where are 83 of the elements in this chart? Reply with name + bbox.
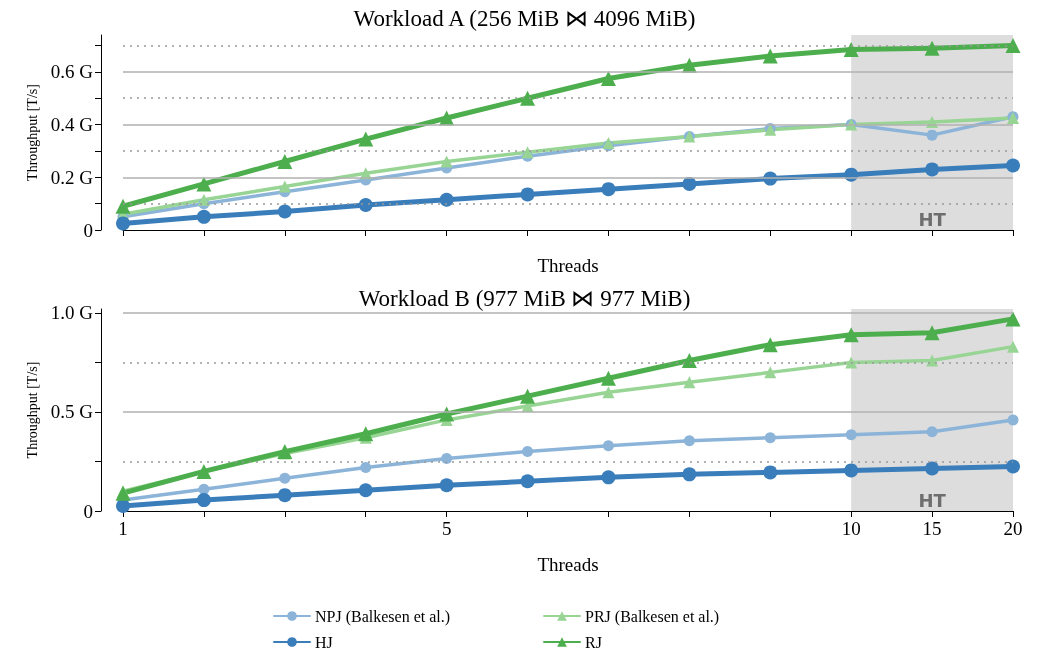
x-tick-label: 20 <box>1003 518 1023 539</box>
point <box>521 146 534 159</box>
point <box>681 352 697 368</box>
band-label: HT <box>918 208 947 230</box>
y-tick-label: 0.6 G <box>50 61 94 83</box>
point <box>764 366 777 379</box>
point <box>924 325 940 341</box>
band-label: HT <box>918 489 947 511</box>
point <box>601 182 616 197</box>
point <box>277 204 292 219</box>
y-tick-label: 0 <box>83 500 93 522</box>
point <box>600 370 616 386</box>
point <box>115 198 131 214</box>
point <box>1005 38 1021 54</box>
point <box>1005 311 1021 327</box>
point <box>924 40 940 56</box>
point <box>358 426 374 442</box>
point <box>358 483 373 498</box>
point <box>602 440 614 452</box>
point <box>440 155 453 168</box>
point <box>439 478 454 493</box>
point <box>196 493 211 508</box>
point <box>1007 414 1019 426</box>
point <box>116 499 130 514</box>
point <box>358 131 374 147</box>
point <box>278 180 291 193</box>
x-tick-label: 15 <box>922 518 942 539</box>
point <box>682 467 697 482</box>
point <box>441 453 453 465</box>
point <box>926 426 938 438</box>
y-axis-title: Throughput [T/s] <box>24 84 40 181</box>
point <box>198 483 210 495</box>
point <box>196 176 212 192</box>
point <box>358 197 373 212</box>
point <box>1006 459 1020 474</box>
y-tick-label: 0 <box>83 219 93 241</box>
point <box>1007 340 1019 353</box>
point <box>360 461 372 473</box>
point <box>925 162 940 177</box>
point <box>277 488 292 503</box>
x-tick-label: 10 <box>841 518 861 539</box>
legend-label: HJ <box>315 633 333 651</box>
y-tick-label: 1.0 G <box>50 302 94 324</box>
point <box>925 461 940 476</box>
point <box>683 376 696 389</box>
point <box>763 465 778 480</box>
x-axis-title: Threads <box>537 255 599 276</box>
y-tick-label: 0.5 G <box>50 401 94 423</box>
point <box>601 470 616 485</box>
point <box>277 153 293 169</box>
point <box>762 337 778 353</box>
point <box>520 388 536 404</box>
y-tick-label: 0.4 G <box>50 114 94 136</box>
y-tick-label: 0.2 G <box>50 166 94 188</box>
point <box>764 432 776 444</box>
point <box>520 187 535 202</box>
point <box>683 435 695 447</box>
x-axis-title: Threads <box>537 554 599 575</box>
legend-label: PRJ (Balkesen et al.) <box>585 607 720 626</box>
point <box>522 446 534 458</box>
legend-label: RJ <box>585 633 602 651</box>
point <box>602 386 615 399</box>
point <box>520 474 535 489</box>
x-tick-label: 5 <box>441 518 452 539</box>
y-axis-title: Throughput [T/s] <box>24 361 40 459</box>
point <box>843 41 859 57</box>
point <box>762 48 778 64</box>
chart-title: Workload B (977 MiB ⋈ 977 MiB) <box>358 286 691 311</box>
point <box>682 176 697 191</box>
point <box>1006 158 1020 173</box>
point <box>844 463 859 478</box>
point <box>520 90 536 106</box>
point <box>116 216 130 231</box>
chart-title: Workload A (256 MiB ⋈ 4096 MiB) <box>353 6 696 31</box>
point <box>196 209 211 224</box>
point <box>845 429 857 441</box>
legend-label: NPJ (Balkesen et al.) <box>315 607 451 626</box>
point <box>926 129 938 141</box>
point <box>439 192 454 207</box>
point <box>600 70 616 86</box>
x-tick-label: 1 <box>118 518 128 539</box>
point <box>843 327 859 343</box>
point <box>279 472 291 484</box>
